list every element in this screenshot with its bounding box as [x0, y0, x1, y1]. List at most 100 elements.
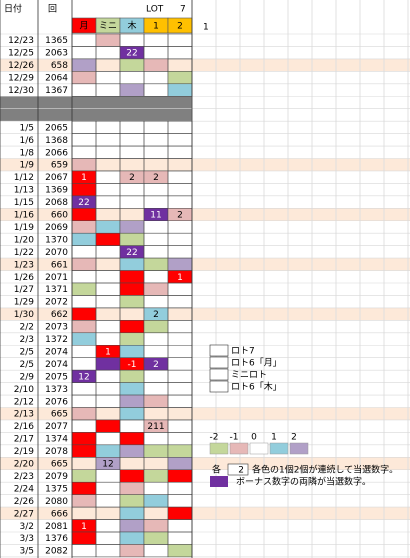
legend-box: [209, 344, 229, 357]
header-col: 1: [153, 22, 159, 32]
cell: [143, 332, 169, 346]
cell: [95, 469, 121, 483]
draw-no: 1375: [45, 484, 68, 494]
scale-swatch: [209, 442, 229, 455]
date: 2/19: [14, 447, 34, 457]
cell: [167, 170, 193, 184]
cell-label: 22: [126, 248, 137, 258]
cell: [71, 220, 97, 234]
cell: [71, 270, 97, 284]
cell: [71, 407, 97, 421]
cell: [167, 220, 193, 234]
cell: [95, 531, 121, 545]
cell: [167, 519, 193, 533]
cell: [119, 506, 145, 520]
cell: [71, 320, 97, 334]
cell: [119, 345, 145, 358]
draw-no: 2063: [45, 49, 68, 59]
cell: [71, 494, 97, 508]
date: 2/24: [14, 484, 34, 494]
cell: [71, 432, 97, 446]
draw-no: 2075: [45, 372, 68, 382]
date: 1/19: [14, 223, 34, 233]
date: 1/23: [14, 260, 34, 270]
scale-label: 1: [271, 433, 277, 443]
cell: [167, 83, 193, 97]
cell: [167, 544, 193, 558]
cell: [143, 257, 169, 271]
date: 1/5: [20, 123, 34, 133]
date: 12/25: [8, 49, 34, 59]
cell: [167, 257, 193, 271]
draw-no: 661: [51, 260, 68, 270]
note-box-label: 2: [238, 466, 244, 476]
cell: [71, 481, 97, 495]
cell: [119, 83, 145, 97]
cell: [71, 357, 97, 371]
note-each: 各: [212, 464, 221, 476]
draw-no: 2070: [45, 248, 68, 258]
date: 2/10: [14, 385, 34, 395]
cell: [119, 220, 145, 234]
cell: [119, 58, 145, 72]
cell: [95, 419, 121, 433]
date: 2/3: [20, 335, 34, 345]
cell: [167, 369, 193, 383]
legend-box: [209, 356, 229, 369]
cell-label: 12: [102, 460, 113, 470]
scale-swatch: [249, 442, 269, 455]
date: 3/5: [20, 547, 34, 557]
cell: [71, 158, 97, 172]
cell: [167, 195, 193, 209]
row-highlight: [0, 307, 410, 321]
cell: [95, 444, 121, 458]
header-col: ミニ: [99, 22, 117, 32]
cell-label: 1: [105, 347, 111, 357]
date: 2/20: [14, 460, 34, 470]
row-highlight: [0, 258, 410, 271]
date: 2/26: [14, 497, 34, 507]
cell: [95, 544, 121, 558]
cell: [167, 245, 193, 259]
cell: [71, 208, 97, 222]
draw-no: 665: [51, 410, 68, 420]
draw-no: 2064: [45, 74, 68, 84]
cell: [143, 320, 169, 334]
date: 1/12: [14, 173, 34, 183]
cell: [119, 519, 145, 533]
date: 12/23: [8, 36, 34, 46]
header-col: 2: [177, 22, 183, 32]
cell: [95, 183, 121, 197]
cell: [119, 282, 145, 296]
date: 2/12: [14, 397, 34, 407]
legend-label: ロト6「月」: [231, 358, 282, 369]
scale-swatch: [289, 442, 309, 455]
draw-no: 2067: [45, 173, 68, 183]
cell: [167, 295, 193, 309]
cell: [95, 195, 121, 209]
cell: [119, 444, 145, 458]
date: 12/29: [8, 74, 34, 84]
legend-label: ロト6「木」: [231, 381, 282, 393]
cell: [143, 295, 169, 309]
cell: [167, 481, 193, 495]
draw-no: 2081: [45, 522, 68, 532]
cell: [71, 419, 97, 433]
cell: [167, 33, 193, 47]
cell: [167, 457, 193, 470]
date: 1/29: [14, 298, 34, 308]
draw-no: 1374: [45, 435, 68, 445]
cell: [119, 120, 145, 134]
row-highlight: [0, 58, 410, 72]
legend-label: ミニロト: [231, 371, 267, 381]
cell: [143, 394, 169, 408]
date: 1/15: [14, 198, 34, 208]
cell: [143, 469, 169, 483]
scale-swatch: [269, 442, 289, 455]
cell: [95, 357, 121, 371]
cell: [95, 369, 121, 383]
draw-no: 660: [51, 211, 68, 221]
cell: [71, 58, 97, 72]
cell-label: 211: [147, 422, 164, 432]
cell: [71, 531, 97, 545]
